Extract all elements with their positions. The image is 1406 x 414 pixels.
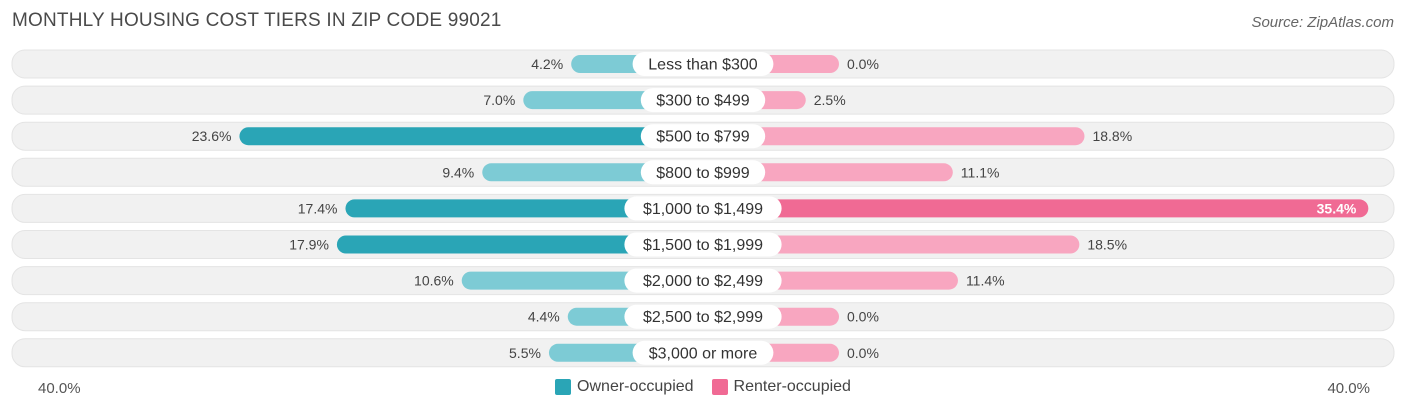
- category-pill: [624, 304, 782, 329]
- category-label: $2,500 to $2,999: [643, 309, 763, 326]
- owner-swatch-icon: [555, 379, 572, 395]
- owner-value-label: 23.6%: [192, 128, 232, 144]
- category-label: $3,000 or more: [649, 345, 758, 362]
- category-label: Less than $300: [648, 57, 758, 74]
- owner-bar: [336, 235, 703, 254]
- renter-value-label: 2.5%: [814, 92, 846, 108]
- renter-value-label: 0.0%: [847, 309, 879, 325]
- owner-value-label: 17.9%: [289, 237, 329, 253]
- source-note: Source: ZipAtlas.com: [1251, 14, 1394, 31]
- legend-renter-label: Renter-occupied: [733, 378, 851, 395]
- legend-owner-label: Owner-occupied: [577, 378, 694, 395]
- category-pill: [624, 196, 782, 221]
- owner-value-label: 9.4%: [442, 164, 474, 180]
- owner-value-label: 17.4%: [298, 200, 338, 216]
- owner-value-label: 7.0%: [483, 92, 515, 108]
- renter-swatch-icon: [711, 379, 728, 395]
- category-label: $500 to $799: [656, 129, 750, 146]
- category-pill: [640, 88, 766, 113]
- category-label: $300 to $499: [656, 93, 750, 110]
- category-label: $800 to $999: [656, 165, 750, 182]
- owner-bar: [239, 127, 703, 146]
- legend-renter: Renter-occupied: [711, 378, 851, 396]
- renter-value-label: 0.0%: [847, 345, 879, 361]
- category-label: $2,000 to $2,499: [643, 273, 763, 290]
- category-label: $1,000 to $1,499: [643, 201, 763, 218]
- renter-value-label: 35.4%: [1317, 200, 1357, 216]
- legend-owner: Owner-occupied: [555, 378, 694, 396]
- legend: Owner-occupied Renter-occupied: [0, 378, 1406, 396]
- renter-value-label: 0.0%: [847, 56, 879, 72]
- category-pill: [624, 232, 782, 257]
- category-pill: [624, 268, 782, 293]
- owner-bar: [345, 199, 703, 218]
- owner-value-label: 10.6%: [414, 273, 454, 289]
- renter-value-label: 18.5%: [1087, 237, 1127, 253]
- owner-value-label: 4.4%: [528, 309, 560, 325]
- renter-bar: [703, 127, 1085, 146]
- axis-left-label: 40.0%: [38, 380, 81, 397]
- category-label: $1,500 to $1,999: [643, 237, 763, 254]
- renter-bar: [703, 163, 953, 182]
- chart-title: MONTHLY HOUSING COST TIERS IN ZIP CODE 9…: [12, 10, 502, 31]
- category-pill: [632, 52, 774, 76]
- category-pill: [640, 124, 766, 149]
- owner-value-label: 5.5%: [509, 345, 541, 361]
- renter-value-label: 18.8%: [1092, 128, 1132, 144]
- axis-right-label: 40.0%: [1327, 380, 1370, 397]
- category-pill: [632, 340, 774, 365]
- renter-value-label: 11.4%: [966, 273, 1005, 289]
- renter-bar: [703, 235, 1080, 254]
- owner-value-label: 4.2%: [531, 56, 563, 72]
- renter-value-label: 11.1%: [961, 164, 1000, 180]
- category-pill: [640, 160, 766, 185]
- renter-bar: [703, 199, 1369, 218]
